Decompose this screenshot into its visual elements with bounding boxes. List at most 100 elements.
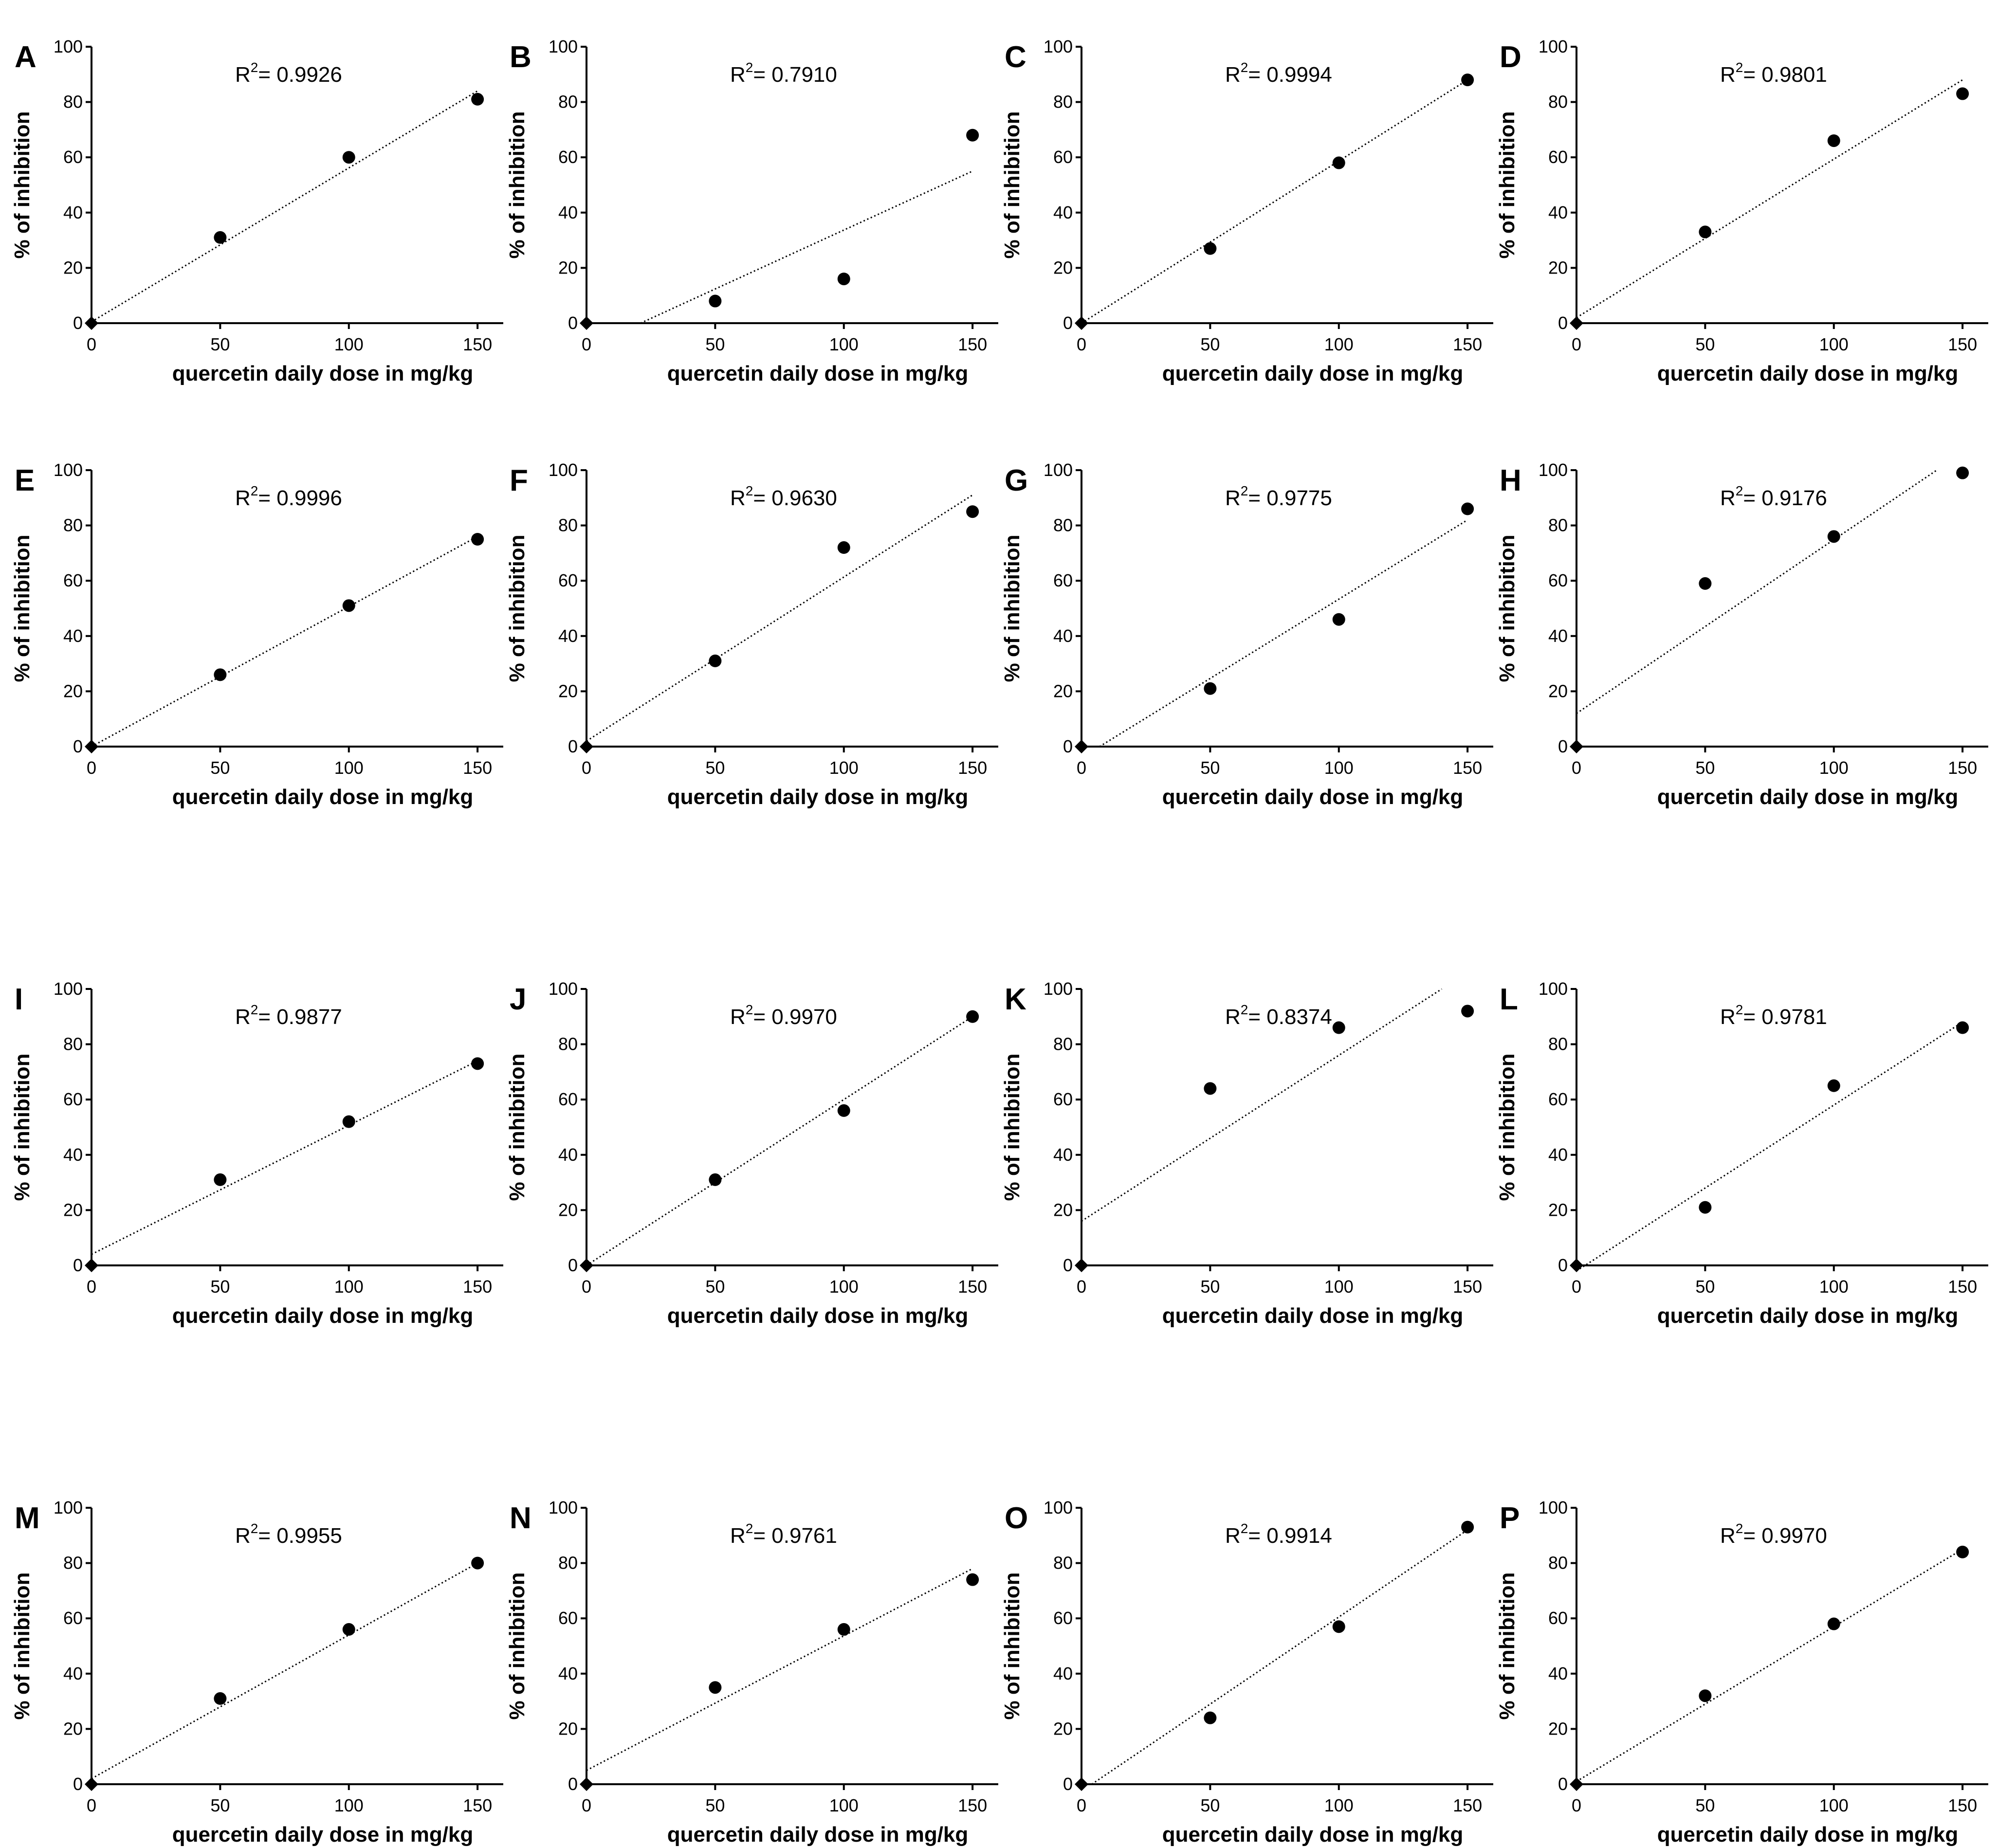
panel-c-data-point (1332, 156, 1345, 169)
panel-a-fit-line (91, 90, 478, 323)
panel-j-x-tick-label: 150 (958, 1277, 987, 1297)
panel-i-fit-line (91, 1060, 478, 1255)
panel-j-x-axis-title: quercetin daily dose in mg/kg (667, 1304, 969, 1328)
panel-o-y-tick-label: 100 (1044, 1498, 1073, 1518)
panel-h-x-axis-title: quercetin daily dose in mg/kg (1657, 785, 1959, 809)
panel-j-y-tick-label: 0 (568, 1255, 578, 1275)
panel-d-x-tick-label: 0 (1572, 334, 1581, 354)
panel-m-y-tick-label: 20 (63, 1719, 83, 1738)
panel-n-data-point (709, 1681, 722, 1694)
panel-n: N 0 20 40 60 80 100 0 50 100 150 quercetin daily do… (505, 1498, 998, 1847)
panel-j-y-axis-title: % of inhibition (505, 1053, 529, 1201)
panel-o-y-tick-label: 40 (1053, 1664, 1073, 1683)
panel-d-y-tick-label: 100 (1539, 37, 1568, 56)
panel-i-y-tick-label: 20 (63, 1200, 83, 1220)
panel-g-y-tick-label: 20 (1053, 681, 1073, 701)
panel-k-data-point (1461, 1005, 1474, 1018)
panel-p: P 0 20 40 60 80 100 0 50 100 150 quercetin daily do… (1495, 1498, 1988, 1847)
panel-j-data-point (966, 1010, 979, 1023)
panel-i-y-tick-label: 0 (73, 1255, 83, 1275)
panel-g-fit-line (1099, 519, 1468, 748)
panel-a: A 0 20 40 60 80 100 0 50 100 150 quercetin daily do… (10, 37, 503, 385)
panel-h-y-tick-label: 20 (1548, 681, 1568, 701)
panel-b-x-axis-title: quercetin daily dose in mg/kg (667, 362, 969, 385)
panel-o-r2-label: R2= 0.9914 (1225, 1521, 1332, 1548)
panel-f-y-tick-label: 80 (558, 515, 578, 535)
panel-j-data-point (709, 1173, 722, 1186)
panel-e-x-tick-label: 100 (334, 758, 364, 778)
panel-g-x-tick-label: 50 (1200, 758, 1220, 778)
panel-o-y-tick-label: 80 (1053, 1553, 1073, 1573)
panel-j-data-point (837, 1104, 850, 1117)
panel-j-y-tick-label: 80 (558, 1034, 578, 1054)
panel-a-data-point (214, 231, 227, 244)
panel-l-x-tick-label: 0 (1572, 1277, 1581, 1297)
panel-h-r2-label: R2= 0.9176 (1720, 483, 1827, 510)
panel-d-r2-label: R2= 0.9801 (1720, 60, 1827, 87)
panel-d-y-tick-label: 0 (1558, 313, 1568, 333)
panel-m-data-point (85, 1777, 98, 1791)
panel-m-y-tick-label: 40 (63, 1664, 83, 1683)
panel-j-fit-line (586, 1016, 973, 1266)
panel-l-fit-line (1576, 1021, 1963, 1272)
panel-e-y-tick-label: 0 (73, 736, 83, 756)
panel-c-y-axis-title: % of inhibition (1000, 111, 1024, 258)
panel-j-y-tick-label: 100 (549, 979, 578, 999)
panel-n-data-point (966, 1573, 979, 1586)
panel-a-x-tick-label: 50 (210, 334, 230, 354)
panel-c-y-tick-label: 60 (1053, 147, 1073, 167)
panel-f-y-tick-label: 0 (568, 736, 578, 756)
panel-m-x-axis-title: quercetin daily dose in mg/kg (172, 1823, 474, 1847)
panel-g-x-tick-label: 150 (1453, 758, 1482, 778)
panel-b-r2-label: R2= 0.7910 (730, 60, 837, 87)
panel-c-data-point (1204, 242, 1217, 255)
panel-h: H 0 20 40 60 80 100 0 50 100 150 quercetin daily do… (1495, 460, 1988, 809)
panel-d-y-tick-label: 40 (1548, 202, 1568, 222)
panel-f-r2-label: R2= 0.9630 (730, 483, 837, 510)
panel-m-x-tick-label: 0 (87, 1795, 96, 1815)
panel-k-y-axis-title: % of inhibition (1000, 1053, 1024, 1201)
panel-o-data-point (1204, 1711, 1217, 1724)
panel-g-data-point (1332, 613, 1345, 626)
panel-m-data-point (471, 1556, 484, 1570)
panel-b-fit-line (640, 170, 973, 324)
panel-m-y-tick-label: 60 (63, 1608, 83, 1628)
panel-k-data-point (1075, 1259, 1088, 1272)
panel-l-data-point (1827, 1079, 1840, 1092)
panel-i-y-tick-label: 100 (54, 979, 83, 999)
panel-l-data-point (1956, 1021, 1969, 1034)
panel-h-y-tick-label: 60 (1548, 570, 1568, 590)
panel-o-fit-line (1091, 1529, 1468, 1785)
panel-e-x-axis-title: quercetin daily dose in mg/kg (172, 785, 474, 809)
panel-i-data-point (342, 1115, 355, 1128)
panel-c-x-axis-title: quercetin daily dose in mg/kg (1162, 362, 1464, 385)
panel-d-data-point (1699, 225, 1712, 238)
panel-a-data-point (342, 151, 355, 164)
panel-n-x-tick-label: 0 (582, 1795, 591, 1815)
panel-m-y-axis-title: % of inhibition (10, 1572, 34, 1719)
panel-p-r2-label: R2= 0.9970 (1720, 1521, 1827, 1548)
panel-b: B 0 20 40 60 80 100 0 50 100 150 quercetin daily do… (505, 37, 998, 385)
panel-d-data-point (1827, 134, 1840, 147)
panel-f-data-point (580, 740, 593, 753)
panel-c-x-tick-label: 150 (1453, 334, 1482, 354)
panel-n-y-tick-label: 20 (558, 1719, 578, 1738)
panel-o-data-point (1075, 1777, 1088, 1791)
panel-h-data-point (1699, 577, 1712, 590)
panel-p-letter: P (1500, 1501, 1520, 1535)
panel-h-y-tick-label: 100 (1539, 460, 1568, 480)
panel-b-y-tick-label: 40 (558, 202, 578, 222)
panel-b-data-point (709, 294, 722, 308)
panel-h-x-tick-label: 100 (1819, 758, 1849, 778)
panel-m-letter: M (15, 1501, 40, 1535)
panel-c-y-tick-label: 20 (1053, 257, 1073, 277)
panel-a-y-tick-label: 0 (73, 313, 83, 333)
panel-p-fit-line (1576, 1548, 1963, 1782)
panel-m-x-tick-label: 150 (463, 1795, 492, 1815)
panel-k-y-tick-label: 0 (1063, 1255, 1073, 1275)
panel-n-r2-label: R2= 0.9761 (730, 1521, 837, 1548)
panel-p-y-tick-label: 80 (1548, 1553, 1568, 1573)
panel-k-y-tick-label: 60 (1053, 1089, 1073, 1109)
panel-i-r2-label: R2= 0.9877 (235, 1002, 342, 1029)
panel-i-y-tick-label: 40 (63, 1145, 83, 1165)
